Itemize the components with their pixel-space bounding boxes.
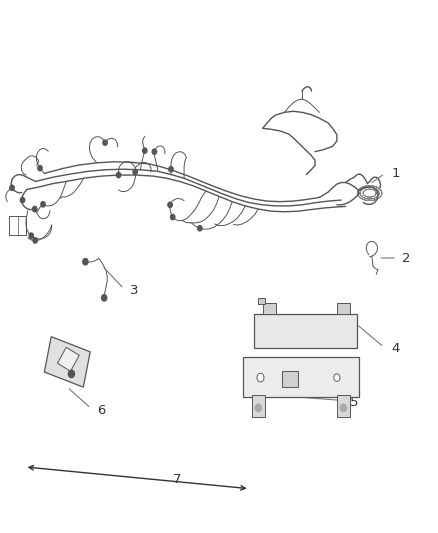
Circle shape xyxy=(117,172,121,177)
Text: 2: 2 xyxy=(403,252,411,265)
Bar xyxy=(283,370,297,386)
Circle shape xyxy=(29,233,33,238)
Text: 1: 1 xyxy=(392,167,400,180)
Circle shape xyxy=(152,149,156,155)
Text: 4: 4 xyxy=(392,342,400,356)
Circle shape xyxy=(83,259,88,265)
Text: 6: 6 xyxy=(97,403,105,416)
Circle shape xyxy=(133,169,138,174)
Circle shape xyxy=(334,374,340,381)
Circle shape xyxy=(41,201,45,207)
Circle shape xyxy=(257,373,264,382)
Circle shape xyxy=(102,295,107,301)
Circle shape xyxy=(143,148,147,154)
Circle shape xyxy=(334,374,340,381)
Circle shape xyxy=(198,225,202,231)
Circle shape xyxy=(170,214,175,220)
Bar xyxy=(263,303,276,314)
Circle shape xyxy=(38,165,42,171)
Circle shape xyxy=(32,206,37,212)
Circle shape xyxy=(33,238,37,243)
Text: 7: 7 xyxy=(173,473,182,486)
Circle shape xyxy=(68,370,74,377)
Text: 5: 5 xyxy=(350,395,358,409)
Bar xyxy=(254,314,357,349)
Bar xyxy=(337,303,350,314)
Circle shape xyxy=(168,202,172,207)
Circle shape xyxy=(20,197,25,203)
Bar xyxy=(337,395,350,417)
Polygon shape xyxy=(44,337,90,387)
Text: 3: 3 xyxy=(130,284,138,297)
Polygon shape xyxy=(57,348,79,371)
Circle shape xyxy=(10,185,14,190)
Circle shape xyxy=(255,404,261,411)
Circle shape xyxy=(257,373,264,382)
Circle shape xyxy=(169,166,173,172)
Circle shape xyxy=(340,404,346,411)
Polygon shape xyxy=(258,298,265,304)
Bar xyxy=(252,395,265,417)
Circle shape xyxy=(103,140,107,146)
Bar xyxy=(243,358,359,397)
